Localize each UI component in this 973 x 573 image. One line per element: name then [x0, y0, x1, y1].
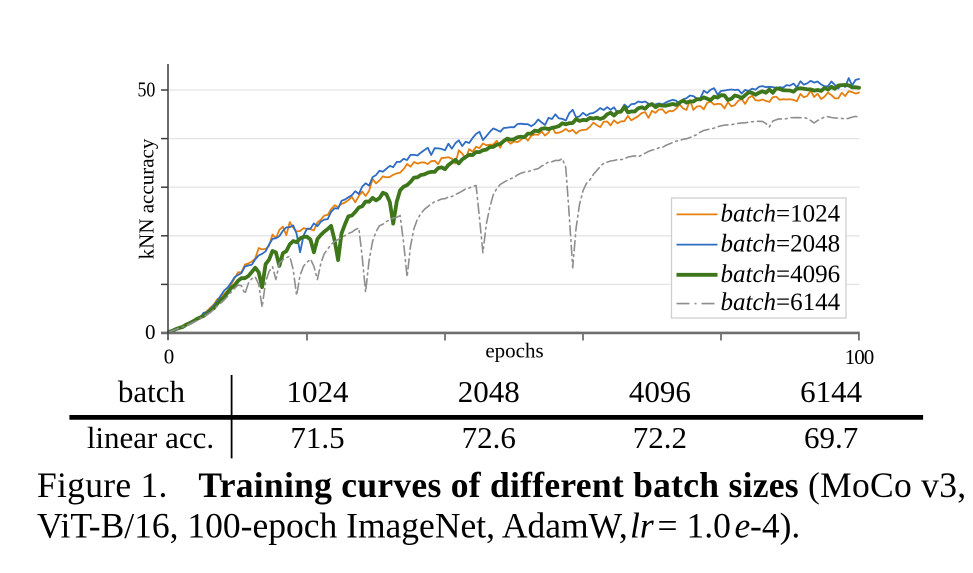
svg-text:batch=1024: batch=1024 — [721, 200, 841, 227]
svg-text:epochs: epochs — [485, 339, 543, 363]
svg-text:50: 50 — [138, 79, 156, 102]
svg-text:0: 0 — [145, 320, 155, 344]
svg-text:batch=4096: batch=4096 — [721, 261, 841, 288]
svg-text:69.7: 69.7 — [804, 420, 858, 455]
svg-text:4096: 4096 — [629, 374, 691, 409]
svg-text:100: 100 — [845, 345, 874, 369]
svg-text:72.6: 72.6 — [462, 420, 516, 455]
svg-text:kNN accuracy: kNN accuracy — [135, 138, 159, 259]
svg-text:71.5: 71.5 — [290, 420, 344, 455]
svg-text:72.2: 72.2 — [633, 420, 687, 455]
svg-text:batch: batch — [118, 374, 186, 409]
svg-text:ViT-B/16, 100-epoch ImageNet,: ViT-B/16, 100-epoch ImageNet, AdamW,lr = 1… — [37, 506, 800, 546]
svg-text:linear acc.: linear acc. — [87, 420, 214, 455]
svg-text:1024: 1024 — [287, 374, 350, 409]
svg-text:6144: 6144 — [800, 374, 863, 409]
svg-text:Figure 1.​Training curves of d: Figure 1.​Training curves of different b… — [37, 465, 966, 505]
svg-text:batch=2048: batch=2048 — [721, 231, 841, 258]
svg-text:batch=6144: batch=6144 — [721, 289, 841, 316]
svg-text:2048: 2048 — [458, 374, 520, 409]
svg-text:0: 0 — [164, 345, 174, 369]
